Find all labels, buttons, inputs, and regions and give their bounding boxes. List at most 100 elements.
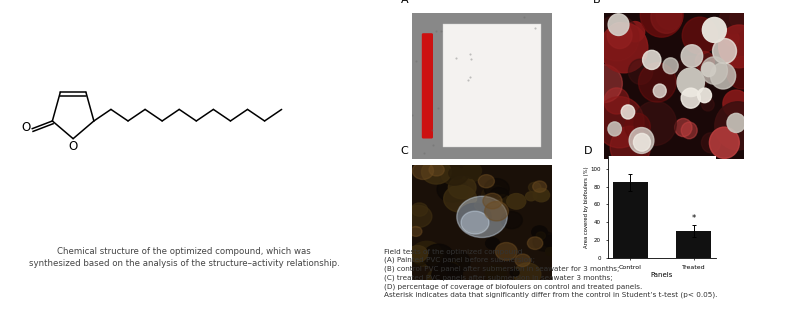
Circle shape — [496, 195, 510, 205]
Circle shape — [727, 113, 746, 133]
Circle shape — [726, 57, 758, 89]
Circle shape — [600, 23, 648, 73]
Circle shape — [448, 176, 476, 199]
Text: O: O — [22, 121, 31, 134]
Circle shape — [634, 133, 650, 151]
Circle shape — [702, 133, 721, 153]
Circle shape — [710, 63, 736, 89]
Circle shape — [621, 105, 634, 119]
Bar — [613, 182, 648, 258]
Circle shape — [461, 211, 489, 234]
Circle shape — [408, 249, 428, 266]
Circle shape — [514, 263, 541, 285]
Circle shape — [412, 207, 422, 216]
Circle shape — [486, 265, 506, 282]
Text: C: C — [401, 146, 409, 156]
Circle shape — [413, 162, 434, 179]
Circle shape — [625, 113, 650, 140]
FancyBboxPatch shape — [422, 33, 433, 139]
Circle shape — [595, 15, 639, 61]
Text: *: * — [691, 214, 696, 223]
Circle shape — [651, 1, 682, 33]
Circle shape — [702, 17, 726, 43]
Circle shape — [710, 127, 739, 158]
Circle shape — [495, 243, 517, 260]
Circle shape — [432, 263, 462, 288]
Circle shape — [486, 238, 499, 249]
Circle shape — [526, 192, 537, 201]
Circle shape — [698, 88, 711, 103]
Circle shape — [681, 88, 700, 108]
Circle shape — [702, 62, 715, 77]
Text: D: D — [584, 146, 593, 156]
Circle shape — [654, 84, 666, 98]
Circle shape — [405, 205, 432, 227]
Circle shape — [506, 194, 526, 209]
Circle shape — [422, 160, 451, 184]
Circle shape — [702, 57, 727, 84]
Text: O: O — [69, 140, 78, 153]
Circle shape — [674, 56, 710, 92]
Circle shape — [529, 182, 541, 192]
Circle shape — [682, 122, 698, 139]
Circle shape — [546, 247, 555, 255]
Circle shape — [437, 176, 468, 202]
Circle shape — [533, 232, 557, 251]
Circle shape — [663, 58, 678, 74]
Circle shape — [677, 68, 705, 97]
Circle shape — [714, 102, 761, 150]
Text: A: A — [401, 0, 409, 5]
Circle shape — [458, 204, 491, 230]
Bar — [443, 24, 541, 147]
Circle shape — [682, 17, 718, 54]
Circle shape — [434, 164, 450, 178]
Circle shape — [607, 23, 632, 49]
Circle shape — [515, 254, 530, 266]
Circle shape — [474, 201, 487, 211]
Circle shape — [702, 98, 714, 111]
Circle shape — [543, 235, 558, 247]
Y-axis label: Area covered by biofoulers (%): Area covered by biofoulers (%) — [584, 166, 589, 247]
Circle shape — [595, 97, 644, 148]
Circle shape — [608, 14, 629, 36]
Circle shape — [462, 163, 482, 178]
Circle shape — [446, 262, 458, 272]
Circle shape — [634, 101, 676, 145]
Circle shape — [502, 211, 522, 229]
Circle shape — [536, 232, 546, 239]
Circle shape — [719, 5, 746, 34]
Circle shape — [408, 245, 427, 262]
Circle shape — [527, 237, 542, 249]
Circle shape — [442, 251, 470, 273]
Circle shape — [604, 88, 629, 114]
Circle shape — [482, 185, 507, 206]
Circle shape — [656, 1, 683, 30]
Circle shape — [640, 0, 683, 37]
Circle shape — [478, 175, 494, 188]
Circle shape — [449, 167, 463, 179]
Circle shape — [628, 59, 653, 84]
Circle shape — [484, 179, 509, 199]
Text: B: B — [593, 0, 601, 5]
Circle shape — [532, 226, 547, 238]
Circle shape — [586, 65, 622, 102]
X-axis label: Panels: Panels — [651, 272, 673, 278]
Circle shape — [642, 50, 661, 70]
Circle shape — [695, 52, 714, 71]
Circle shape — [681, 45, 702, 67]
Circle shape — [423, 244, 454, 269]
Circle shape — [410, 226, 422, 236]
Circle shape — [441, 163, 469, 185]
Bar — [676, 231, 711, 258]
Circle shape — [718, 25, 760, 68]
Circle shape — [629, 128, 654, 153]
Circle shape — [485, 201, 509, 221]
Circle shape — [608, 122, 622, 136]
Text: Chemical structure of the optimized compound, which was
synthesized based on the: Chemical structure of the optimized comp… — [29, 247, 339, 268]
Circle shape — [457, 196, 507, 238]
Circle shape — [713, 38, 737, 64]
Circle shape — [411, 241, 442, 267]
Circle shape — [510, 269, 519, 276]
Circle shape — [429, 163, 444, 176]
Circle shape — [674, 119, 692, 137]
